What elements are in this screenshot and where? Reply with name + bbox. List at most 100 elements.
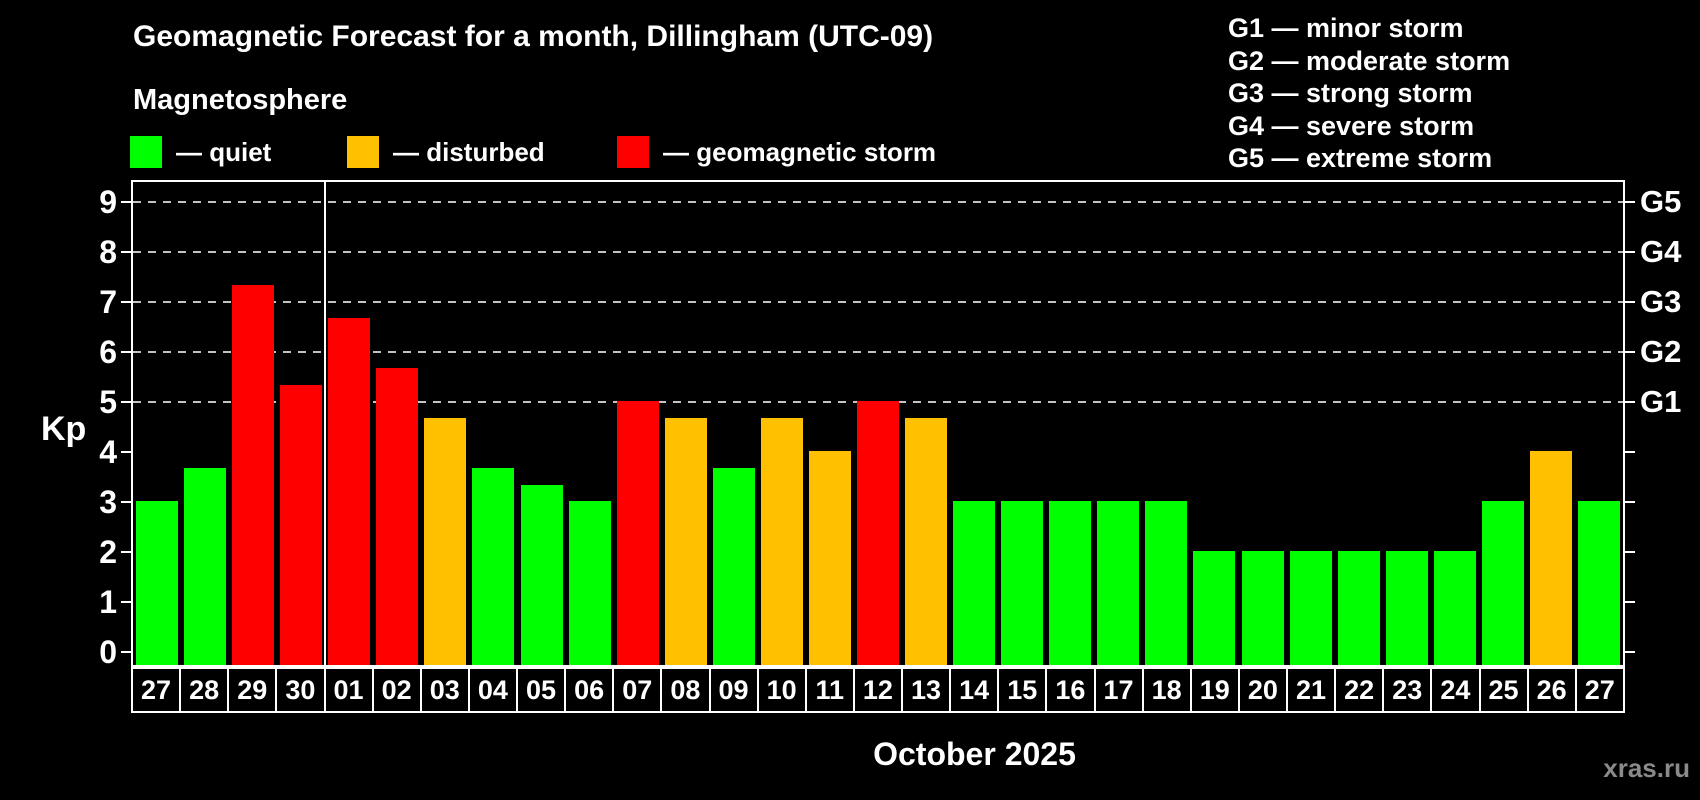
y-tick-label: 9: [99, 184, 117, 220]
y-axis-tick: [121, 601, 131, 603]
bar: [857, 401, 899, 665]
day-cell: 29: [227, 667, 278, 713]
y-axis-tick: [121, 551, 131, 553]
y-axis-tick: [121, 351, 131, 353]
grid-line: [133, 301, 1623, 303]
bar: [472, 467, 515, 665]
bar: [1145, 501, 1188, 665]
y-axis-tick: [121, 451, 131, 453]
g-axis-label: G2: [1640, 334, 1682, 369]
g-axis-label: G4: [1640, 234, 1682, 269]
y-tick-label: 0: [99, 634, 117, 670]
y-tick-label: 1: [99, 584, 117, 620]
g-legend-line: G4 — severe storm: [1228, 110, 1475, 141]
legend-item-quiet: — quiet: [130, 136, 271, 168]
legend-item-label: — quiet: [176, 136, 272, 167]
bar: [1193, 551, 1236, 665]
bar: [136, 501, 179, 665]
grid-line: [133, 201, 1623, 203]
y-axis-tick: [121, 301, 131, 303]
grid-line: [133, 251, 1623, 253]
day-cell: 09: [708, 667, 759, 713]
bar: [232, 284, 275, 665]
day-cell: 10: [756, 667, 807, 713]
bar: [1097, 501, 1140, 665]
day-cell: 22: [1334, 667, 1385, 713]
y-axis-tick: [121, 201, 131, 203]
x-axis-month-label: October 2025: [873, 736, 1076, 772]
bar: [376, 367, 419, 665]
right-axis-tick: [1625, 301, 1635, 303]
y-tick-label: 8: [99, 234, 117, 270]
quiet-swatch-icon: [130, 136, 162, 168]
bar: [424, 417, 467, 665]
right-axis-tick: [1625, 351, 1635, 353]
y-tick-label: 7: [99, 284, 117, 320]
grid-line: [133, 351, 1623, 353]
bar: [1049, 501, 1092, 665]
day-cell: 23: [1382, 667, 1433, 713]
day-cell: 20: [1237, 667, 1288, 713]
right-axis-tick: [1625, 601, 1635, 603]
y-tick-label: 5: [99, 384, 117, 420]
bar: [1241, 551, 1284, 665]
day-cell: 26: [1526, 667, 1577, 713]
bar: [328, 317, 371, 665]
bar: [760, 417, 803, 665]
page-title: Geomagnetic Forecast for a month, Dillin…: [133, 20, 934, 53]
bar: [280, 384, 323, 665]
y-axis-tick: [121, 251, 131, 253]
y-axis-tick: [121, 651, 131, 653]
day-cell: 06: [564, 667, 615, 713]
day-cell: 25: [1478, 667, 1529, 713]
storm-swatch-icon: [617, 136, 649, 168]
day-cell: 03: [419, 667, 470, 713]
month-separator: [324, 182, 327, 665]
day-cell: 17: [1093, 667, 1144, 713]
day-cell: 05: [516, 667, 567, 713]
right-axis-tick: [1625, 551, 1635, 553]
y-tick-label: 4: [99, 434, 117, 470]
bar: [1337, 551, 1380, 665]
day-cell: 28: [179, 667, 230, 713]
g-axis-label: G5: [1640, 184, 1682, 219]
day-cell: 18: [1141, 667, 1192, 713]
bar: [520, 484, 563, 665]
day-cell: 04: [467, 667, 518, 713]
x-axis-day-labels: 27 28 29 30 01 02 03 04 05 06 07 08 09 10 11 12 13 14 15 16…: [131, 667, 1625, 713]
day-cell: 14: [949, 667, 1000, 713]
bar: [905, 417, 948, 665]
bar: [184, 467, 227, 665]
right-axis-tick: [1625, 651, 1635, 653]
y-axis-tick: [121, 401, 131, 403]
day-cell: 27: [131, 667, 182, 713]
y-tick-label: 6: [99, 334, 117, 370]
g-scale-legend: G1 — minor storm G2 — moderate storm G3 — …: [1228, 12, 1510, 175]
bar: [568, 501, 611, 665]
legend-item-label: — geomagnetic storm: [663, 136, 937, 167]
bar: [1289, 551, 1332, 665]
g-legend-line: G1 — minor storm: [1228, 13, 1464, 43]
bar: [664, 417, 707, 665]
y-axis-tick: [121, 501, 131, 503]
day-cell: 12: [852, 667, 903, 713]
g-legend-line: G3 — strong storm: [1228, 78, 1473, 108]
y-tick-label: 2: [99, 534, 117, 570]
right-axis-tick: [1625, 201, 1635, 203]
bar: [712, 467, 755, 665]
bar: [1433, 551, 1476, 665]
day-cell: 08: [660, 667, 711, 713]
bar: [953, 501, 996, 665]
day-cell: 19: [1189, 667, 1240, 713]
g-legend-line: G2 — moderate storm: [1228, 45, 1511, 76]
day-cell: 13: [901, 667, 952, 713]
day-cell: 07: [612, 667, 663, 713]
bar: [616, 401, 659, 665]
day-cell: 01: [323, 667, 374, 713]
legend-item-disturbed: — disturbed: [347, 136, 545, 168]
bar: [1481, 501, 1524, 665]
bar: [1529, 451, 1572, 665]
g-axis-label: G1: [1640, 384, 1682, 419]
legend-item-label: — disturbed: [393, 136, 545, 167]
